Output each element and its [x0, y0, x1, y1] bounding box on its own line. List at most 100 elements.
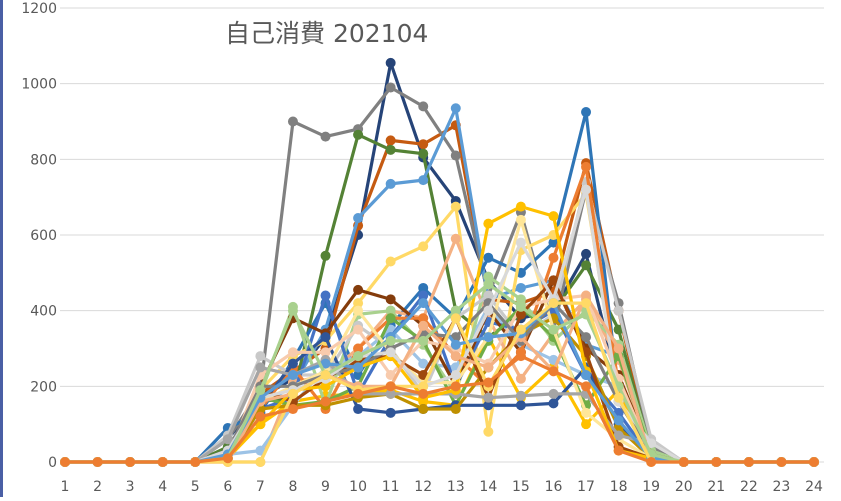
data-point: [255, 362, 266, 373]
x-tick-label: 23: [773, 479, 791, 495]
data-point: [418, 388, 429, 399]
data-point: [385, 369, 396, 380]
series-line: [63, 305, 816, 464]
data-point: [483, 279, 494, 290]
data-point: [287, 305, 298, 316]
data-point: [353, 212, 364, 223]
data-point: [581, 369, 592, 380]
data-point: [581, 248, 592, 259]
x-tick-label: 8: [288, 479, 297, 495]
data-point: [515, 373, 526, 384]
data-point: [320, 250, 331, 261]
x-tick-label: 20: [675, 479, 693, 495]
data-point: [353, 298, 364, 309]
x-tick-label: 1: [61, 479, 70, 495]
data-point: [353, 362, 364, 373]
series-line: [63, 354, 816, 464]
data-point: [646, 457, 657, 467]
data-point: [581, 419, 592, 430]
x-tick-label: 5: [191, 479, 200, 495]
x-tick-label: 18: [610, 479, 628, 495]
data-point: [450, 103, 461, 114]
data-point: [385, 313, 396, 324]
data-point: [450, 313, 461, 324]
data-point: [483, 362, 494, 373]
data-point: [450, 233, 461, 244]
data-point: [287, 358, 298, 369]
y-tick-label: 1200: [21, 1, 57, 17]
series-5: [60, 103, 819, 467]
series-line: [63, 133, 816, 464]
data-point: [92, 457, 103, 467]
data-point: [320, 347, 331, 358]
data-point: [776, 457, 787, 467]
data-point: [385, 388, 396, 399]
data-point: [418, 335, 429, 346]
data-point: [450, 150, 461, 161]
data-point: [613, 305, 624, 316]
data-point: [418, 313, 429, 324]
window-edge: [0, 0, 3, 497]
x-tick-label: 24: [805, 479, 823, 495]
data-point: [581, 260, 592, 271]
x-tick-label: 12: [414, 479, 432, 495]
data-point: [353, 305, 364, 316]
x-axis-ticks: 1 2 3 4 5 6 7 8 9 10 11 12 13 14 15 16 17 18 19 20 21 22 23 24: [61, 479, 823, 495]
data-point: [353, 388, 364, 399]
data-point: [548, 324, 559, 335]
data-point: [385, 57, 396, 68]
series-15: [60, 161, 819, 467]
gridlines: [60, 7, 824, 463]
y-tick-label: 0: [48, 455, 57, 471]
data-point: [548, 237, 559, 248]
data-point: [353, 351, 364, 362]
data-point: [190, 457, 201, 467]
data-point: [287, 404, 298, 415]
x-tick-label: 9: [321, 479, 330, 495]
data-point: [287, 388, 298, 399]
data-point: [418, 404, 429, 415]
y-tick-label: 200: [30, 379, 57, 395]
data-point: [450, 381, 461, 392]
y-tick-label: 800: [30, 152, 57, 168]
data-point: [515, 201, 526, 212]
data-point: [353, 129, 364, 140]
data-point: [515, 214, 526, 225]
data-point: [385, 305, 396, 316]
series-6: [60, 107, 819, 467]
data-point: [385, 347, 396, 358]
x-tick-label: 4: [158, 479, 167, 495]
data-point: [483, 305, 494, 316]
data-point: [385, 381, 396, 392]
data-point: [581, 184, 592, 195]
x-tick-label: 19: [642, 479, 660, 495]
data-point: [60, 457, 70, 467]
data-point: [483, 392, 494, 403]
data-point: [613, 415, 624, 426]
series-20: [60, 290, 819, 467]
data-point: [385, 144, 396, 155]
data-point: [483, 332, 494, 343]
data-point: [353, 324, 364, 335]
data-point: [385, 407, 396, 418]
data-point: [483, 218, 494, 229]
data-point: [320, 381, 331, 392]
data-point: [255, 457, 266, 467]
data-point: [450, 339, 461, 350]
data-point: [353, 284, 364, 295]
data-point: [581, 407, 592, 418]
data-point: [581, 290, 592, 301]
data-point: [613, 392, 624, 403]
data-point: [581, 381, 592, 392]
x-tick-label: 13: [447, 479, 465, 495]
data-point: [418, 241, 429, 252]
series-line: [63, 293, 816, 464]
x-tick-label: 15: [512, 479, 530, 495]
data-point: [353, 404, 364, 415]
data-point: [581, 298, 592, 309]
data-point: [548, 252, 559, 263]
data-point: [255, 385, 266, 396]
data-point: [320, 358, 331, 369]
series-line: [63, 293, 816, 464]
